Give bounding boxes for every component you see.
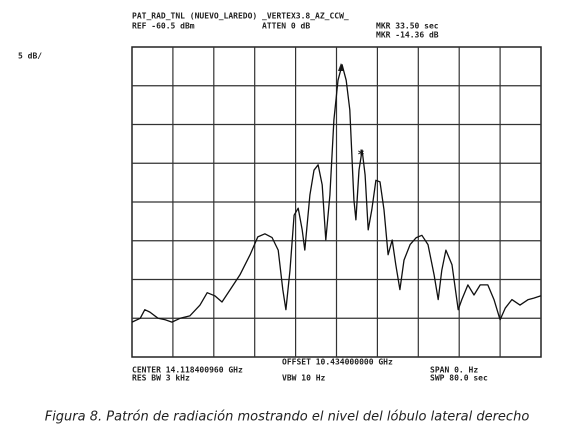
annotation: MKR 33.50 sec — [376, 22, 439, 31]
annotation: SWP 80.0 sec — [430, 374, 488, 383]
annotation: CENTER 14.118400960 GHz — [132, 366, 243, 375]
annotation: SPAN 0. Hz — [430, 366, 478, 375]
trace — [131, 64, 542, 323]
chart-title: PAT_RAD_TNL (NUEVO_LAREDO) _VERTEX3.8_AZ… — [132, 12, 349, 21]
annotation: OFFSET 10.434000000 GHz — [282, 358, 393, 367]
annotation: MKR -14.36 dB — [376, 31, 439, 40]
caption: Figura 8. Patrón de radiación mostrando … — [45, 410, 530, 425]
annotation: REF -60.5 dBm — [132, 22, 195, 31]
annotation: VBW 10 Hz — [282, 374, 326, 383]
annotation: 5 dB/ — [18, 52, 42, 61]
annotation: ATTEN 0 dB — [262, 22, 310, 31]
annotation: RES BW 3 kHz — [132, 374, 190, 383]
